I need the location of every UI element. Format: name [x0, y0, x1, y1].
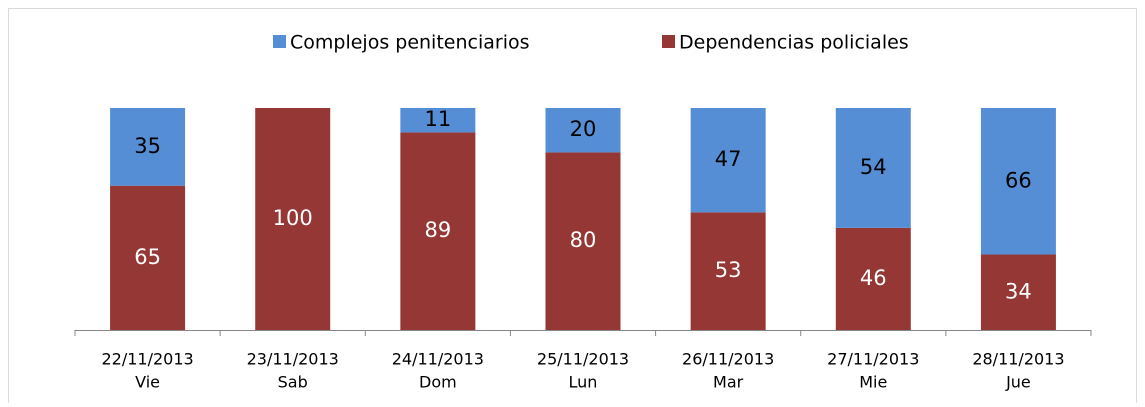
x-tick-label: 26/11/2013: [682, 350, 774, 369]
bar-segment: [255, 108, 331, 330]
bar-segment: [110, 185, 186, 330]
value-label: 35: [134, 134, 161, 158]
bar-segment: [980, 254, 1056, 330]
bar-segment: [835, 108, 911, 228]
x-tick-label: Dom: [419, 373, 457, 392]
value-label: 100: [273, 206, 313, 230]
x-tick-label: Mie: [859, 373, 887, 392]
value-label: 80: [570, 228, 597, 252]
value-label: 34: [1005, 279, 1032, 303]
bar-segment: [400, 132, 476, 330]
value-label: 47: [715, 147, 742, 171]
x-tick-label: 24/11/2013: [392, 350, 484, 369]
x-tick-label: Lun: [569, 373, 598, 392]
x-tick-label: 25/11/2013: [537, 350, 629, 369]
value-label: 66: [1005, 168, 1032, 192]
bar-segment: [110, 108, 186, 186]
value-label: 46: [860, 266, 887, 290]
x-tick-label: 22/11/2013: [101, 350, 193, 369]
bar-segment: [835, 227, 911, 330]
value-label: 89: [424, 218, 451, 242]
bar-segment: [690, 108, 766, 213]
value-label: 54: [860, 155, 887, 179]
value-label: 11: [424, 107, 451, 131]
legend-label: Complejos penitenciarios: [290, 32, 530, 54]
value-label: 53: [715, 258, 742, 282]
bar-segment: [545, 108, 621, 153]
x-tick-label: Mar: [713, 373, 744, 392]
x-tick-label: 23/11/2013: [247, 350, 339, 369]
x-tick-label: Sab: [278, 373, 308, 392]
legend-swatch: [273, 35, 286, 48]
bar-segment: [980, 108, 1056, 255]
x-tick-label: 28/11/2013: [972, 350, 1064, 369]
legend-label: Dependencias policiales: [679, 32, 909, 54]
value-label: 65: [134, 245, 161, 269]
bar-segment: [400, 108, 476, 133]
bar-segment: [545, 152, 621, 330]
x-tick-label: 27/11/2013: [827, 350, 919, 369]
value-label: 20: [570, 117, 597, 141]
x-tick-label: Jue: [1005, 373, 1031, 392]
legend-swatch: [662, 35, 675, 48]
bar-segment: [690, 212, 766, 330]
x-tick-label: Vie: [135, 373, 160, 392]
